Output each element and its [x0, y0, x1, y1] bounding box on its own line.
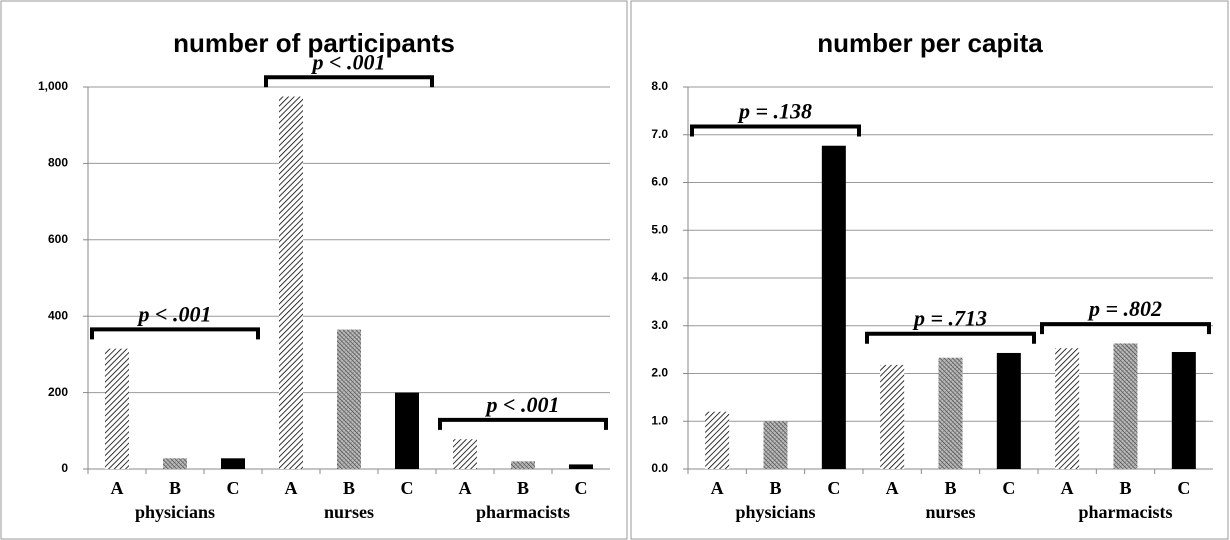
bar: [821, 145, 846, 470]
x-tick-label: B: [1119, 478, 1131, 498]
annotation: p < .001: [484, 392, 559, 417]
annotation: p < .001: [310, 49, 385, 74]
significance-bracket: [264, 75, 434, 88]
panel-frame: [630, 0, 1229, 540]
bar: [938, 357, 963, 469]
y-tick-label: 2.0: [651, 366, 668, 380]
x-tick-label: A: [1061, 478, 1074, 498]
x-tick-label: A: [886, 478, 899, 498]
y-tick-label: 800: [48, 156, 68, 170]
group-label: physicians: [135, 502, 215, 522]
y-tick-label: 1,000: [38, 79, 68, 93]
y-tick-label: 6.0: [651, 175, 668, 189]
annotation: p < .001: [136, 301, 211, 326]
bar: [279, 96, 303, 470]
panel-frame: [0, 0, 628, 540]
x-tick-label: C: [827, 478, 840, 498]
bar: [395, 392, 419, 469]
x-tick-label: B: [169, 478, 181, 498]
x-tick-label: B: [944, 478, 956, 498]
x-tick-label: C: [401, 478, 414, 498]
bar: [569, 464, 593, 469]
group-label: pharmacists: [476, 502, 570, 522]
x-tick-label: C: [227, 478, 240, 498]
bar: [1055, 348, 1080, 469]
bar: [163, 458, 187, 469]
annotation: p = .802: [1087, 296, 1162, 321]
x-tick-label: C: [1002, 478, 1015, 498]
bar: [453, 439, 477, 469]
annotation: p = .713: [912, 306, 987, 331]
chart-title: number per capita: [817, 28, 1043, 58]
bar: [705, 411, 730, 469]
group-label: pharmacists: [1079, 502, 1173, 522]
bar: [105, 348, 129, 469]
y-tick-label: 8.0: [651, 79, 668, 93]
y-tick-label: 400: [48, 308, 68, 322]
bar: [337, 329, 361, 469]
y-tick-label: 0.0: [651, 461, 668, 475]
bar: [221, 458, 245, 469]
y-tick-label: 7.0: [651, 127, 668, 141]
significance-bracket: [438, 417, 608, 430]
x-tick-label: C: [575, 478, 588, 498]
y-tick-label: 3.0: [651, 318, 668, 332]
y-tick-label: 0: [61, 461, 68, 475]
x-tick-label: A: [459, 478, 472, 498]
bar: [763, 421, 788, 469]
x-tick-label: B: [769, 478, 781, 498]
x-tick-label: A: [285, 478, 298, 498]
y-tick-label: 5.0: [651, 222, 668, 236]
y-tick-label: 4.0: [651, 270, 668, 284]
y-tick-label: 600: [48, 232, 68, 246]
bar: [996, 352, 1021, 469]
bar: [1113, 343, 1138, 469]
x-tick-label: C: [1177, 478, 1190, 498]
group-label: physicians: [735, 502, 815, 522]
bar: [880, 364, 905, 469]
annotation: p = .138: [737, 98, 812, 123]
x-tick-label: A: [711, 478, 724, 498]
chart-title: number of participants: [173, 28, 455, 58]
bar: [1171, 352, 1196, 469]
significance-bracket: [90, 327, 260, 340]
x-tick-label: A: [111, 478, 124, 498]
group-label: nurses: [925, 502, 975, 522]
significance-bracket: [1040, 322, 1211, 335]
bar: [511, 461, 535, 469]
x-tick-label: B: [517, 478, 529, 498]
significance-bracket: [690, 124, 861, 137]
x-tick-label: B: [343, 478, 355, 498]
y-tick-label: 200: [48, 385, 68, 399]
significance-bracket: [865, 331, 1036, 344]
y-tick-label: 1.0: [651, 413, 668, 427]
group-label: nurses: [324, 502, 374, 522]
